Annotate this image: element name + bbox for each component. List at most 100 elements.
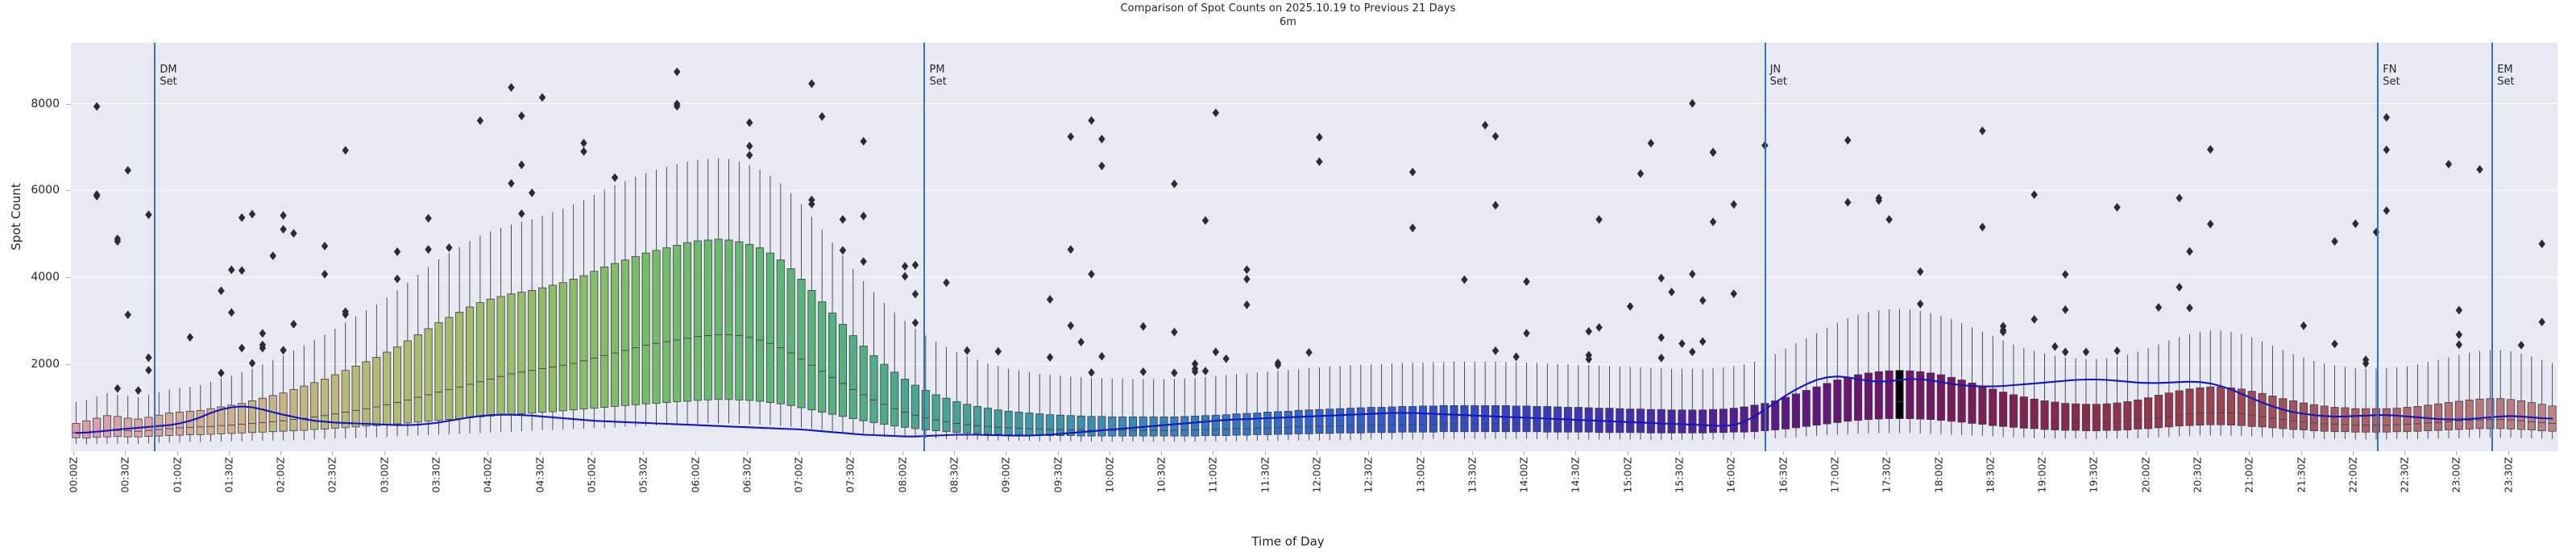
x-tick-label: 18:00Z [1932,457,1944,493]
x-tick-label: 12:30Z [1362,457,1375,493]
outlier-marker [2062,347,2069,357]
outlier-marker [1979,127,1986,135]
outlier-marker [476,116,484,126]
x-tick-mark [1057,451,1059,455]
box-plot-item [2247,337,2256,437]
box-plot-item [1232,374,1241,442]
x-tick-label: 23:30Z [2502,457,2515,493]
box-plot-item [548,212,557,430]
box-plot-item [1616,366,1624,440]
box-plot-item [2185,334,2194,437]
outlier-marker [1305,348,1313,357]
x-tick-mark [176,451,178,455]
box-plot-item [227,375,236,442]
event-line-pm [923,43,926,451]
x-tick-mark [1989,451,1991,455]
outlier-marker [280,346,287,355]
outlier-marker [674,67,681,77]
x-tick-label: 00:30Z [118,457,131,493]
box-plot-item [2527,356,2536,438]
outlier-marker [746,118,753,127]
outlier-marker [1844,197,1852,207]
y-tick-label: 6000 [31,184,60,197]
outlier-marker [238,266,246,276]
box-plot-item [2113,356,2122,439]
outlier-marker [1243,274,1251,284]
box-plot-item [2196,331,2205,436]
x-tick-label: 20:00Z [2139,457,2152,493]
box-plot-item [247,368,257,442]
box-plot-item [2413,364,2422,439]
box-plot-item [735,161,744,425]
outlier-marker [518,160,525,169]
box-plot-item [413,275,422,436]
box-plot-item [1999,340,2008,438]
y-tick-mark [66,190,71,192]
box-plot-item [445,253,454,434]
outlier-marker [2300,321,2308,330]
outlier-marker [1408,168,1417,176]
x-tick-mark [1731,451,1732,455]
box-plot-item [2144,348,2153,438]
outlier-marker [1709,148,1717,157]
x-tick-label: 01:30Z [222,457,235,493]
box-plot-item [1854,314,1863,434]
plot-area: DM Set PM Set JN Set FN Set EM Set [71,43,2557,451]
outlier-marker [1999,321,2007,331]
box-plot-item [2382,367,2391,440]
outlier-marker [2455,330,2463,339]
box-plot-item [590,194,599,429]
x-tick-label: 04:30Z [533,457,546,493]
x-tick-label: 05:30Z [637,457,649,493]
outlier-marker [1088,269,1095,279]
x-tick-label: 11:30Z [1259,457,1271,493]
outlier-marker [508,179,515,189]
x-tick-label: 09:00Z [999,457,1012,493]
outlier-marker [2331,339,2338,349]
box-plot-item [662,167,671,425]
outlier-marker [1917,267,1924,276]
box-plot-item [196,385,205,442]
outlier-marker [746,151,753,160]
box-plot-item [2351,367,2360,440]
y-tick-label: 8000 [31,97,60,110]
outlier-marker [2186,247,2193,256]
outlier-marker [342,146,349,156]
x-tick-mark [2508,451,2509,455]
x-tick-label: 00:00Z [67,457,80,493]
box-plot-item [745,165,754,425]
outlier-marker [2082,347,2090,357]
box-plot-item [1056,375,1064,442]
outlier-marker [1098,351,1105,361]
outlier-marker [1636,169,1645,178]
box-plot-item [1688,368,1697,440]
event-line-fn [2377,43,2379,451]
outlier-marker [248,359,256,368]
box-plot-item [2123,355,2132,438]
box-plot-item [1253,372,1262,442]
box-plot-item [828,243,837,431]
x-tick-label: 08:30Z [948,457,960,493]
outlier-marker [2062,270,2069,279]
box-plot-item [1201,376,1210,442]
x-tick-label: 21:00Z [2242,457,2255,493]
outlier-marker [808,79,815,89]
box-plot-item [673,164,682,425]
y-tick-mark [66,277,71,279]
x-tick-label: 02:00Z [274,457,287,493]
x-tick-mark [2196,451,2198,455]
x-tick-label: 17:30Z [1880,457,1893,493]
box-plot-item [72,402,81,444]
outlier-marker [994,346,1002,356]
box-plot-item [2362,368,2371,440]
box-plot-item [973,359,982,440]
outlier-marker [1201,367,1209,375]
box-plot-item [434,259,443,435]
box-plot-item [1968,327,1977,436]
box-plot-item [1315,367,1324,441]
box-plot-item [641,172,650,426]
x-tick-mark [1886,451,1888,455]
outlier-marker [186,333,194,342]
x-tick-mark [1575,451,1577,455]
box-plot-item [1429,362,1437,439]
